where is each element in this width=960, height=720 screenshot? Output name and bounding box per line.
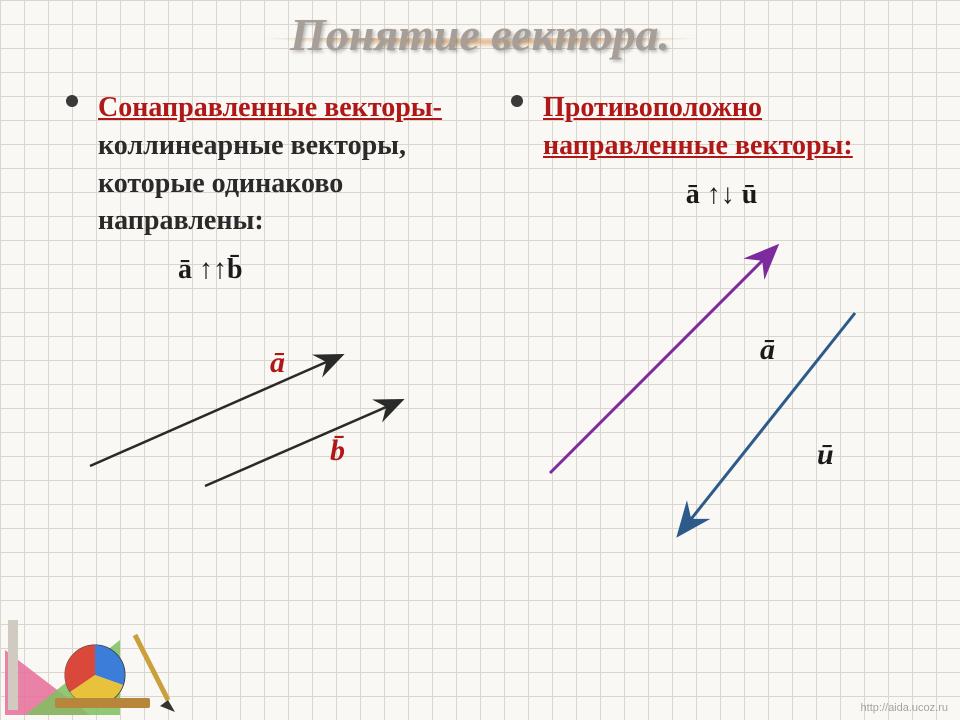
left-term: Сонаправленные векторы- xyxy=(98,92,442,123)
right-label-u: ū xyxy=(817,438,834,472)
slide-content: Понятие вектора. Сонаправленные векторы-… xyxy=(0,0,960,720)
right-term: Противоположно направленные векторы: xyxy=(543,92,853,161)
vector-a2-line xyxy=(550,248,775,473)
right-bullet-block: Противоположно направленные векторы: ā ↑… xyxy=(505,89,900,211)
right-diagram: ā ū xyxy=(505,223,900,553)
left-column: Сонаправленные векторы- коллинеарные век… xyxy=(60,89,455,553)
right-text: Противоположно направленные векторы: xyxy=(543,89,900,165)
bullet-dot-icon xyxy=(511,95,523,107)
corner-art-icon xyxy=(0,580,180,720)
left-diagram: ā b̄ xyxy=(60,286,455,526)
left-body: коллинеарные векторы, которые одинаково … xyxy=(98,130,406,237)
right-formula: ā ↑↓ ū xyxy=(543,179,900,211)
right-column: Противоположно направленные векторы: ā ↑… xyxy=(505,89,900,553)
left-label-a: ā xyxy=(270,346,285,380)
left-arrows-svg xyxy=(60,286,455,526)
bullet-dot-icon xyxy=(66,95,78,107)
vector-b-line xyxy=(205,401,400,486)
right-arrows-svg xyxy=(505,223,900,553)
columns: Сонаправленные векторы- коллинеарные век… xyxy=(0,61,960,553)
title-wrap: Понятие вектора. xyxy=(0,0,960,61)
right-label-a: ā xyxy=(760,333,775,367)
watermark: http://aida.ucoz.ru xyxy=(861,702,948,714)
left-label-b: b̄ xyxy=(330,434,345,468)
left-bullet-block: Сонаправленные векторы- коллинеарные век… xyxy=(60,89,455,286)
vector-a-line xyxy=(90,356,340,466)
slide-title: Понятие вектора. xyxy=(290,8,670,61)
left-text: Сонаправленные векторы- коллинеарные век… xyxy=(98,89,455,240)
left-formula: ā ↑↑b̄ xyxy=(98,254,455,286)
